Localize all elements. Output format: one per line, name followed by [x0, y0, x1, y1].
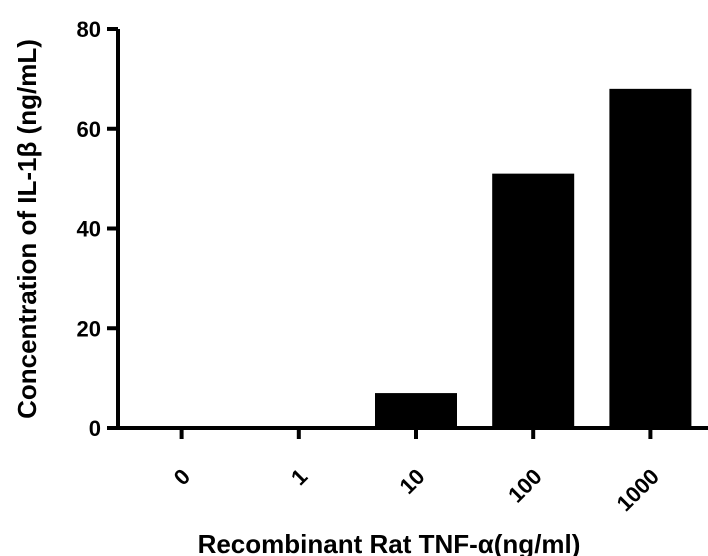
x-tick-label: 0 [169, 464, 195, 490]
y-tick-label: 0 [89, 416, 101, 441]
bars [140, 88, 692, 428]
y-axis: 0 20 40 60 80 [77, 17, 120, 441]
x-axis: 0 1 10 100 1000 [118, 426, 708, 516]
x-axis-title: Recombinant Rat TNF-α(ng/ml) [198, 529, 581, 556]
y-axis-title: Concentration of IL-1β (ng/mL) [12, 39, 42, 419]
x-tick-label: 100 [503, 464, 547, 508]
y-tick-label: 60 [77, 117, 101, 142]
y-tick-label: 20 [77, 316, 101, 341]
bar-0 [140, 426, 223, 428]
bar-10 [375, 393, 457, 428]
bar-100 [492, 173, 575, 428]
x-tick-label: 1 [286, 464, 312, 490]
y-tick-label: 80 [77, 17, 101, 42]
x-tick-label: 10 [395, 464, 430, 499]
y-tick-label: 40 [77, 217, 101, 242]
x-tick-label: 1000 [612, 464, 664, 516]
bar-1000 [609, 88, 692, 428]
bar-1 [257, 426, 340, 428]
